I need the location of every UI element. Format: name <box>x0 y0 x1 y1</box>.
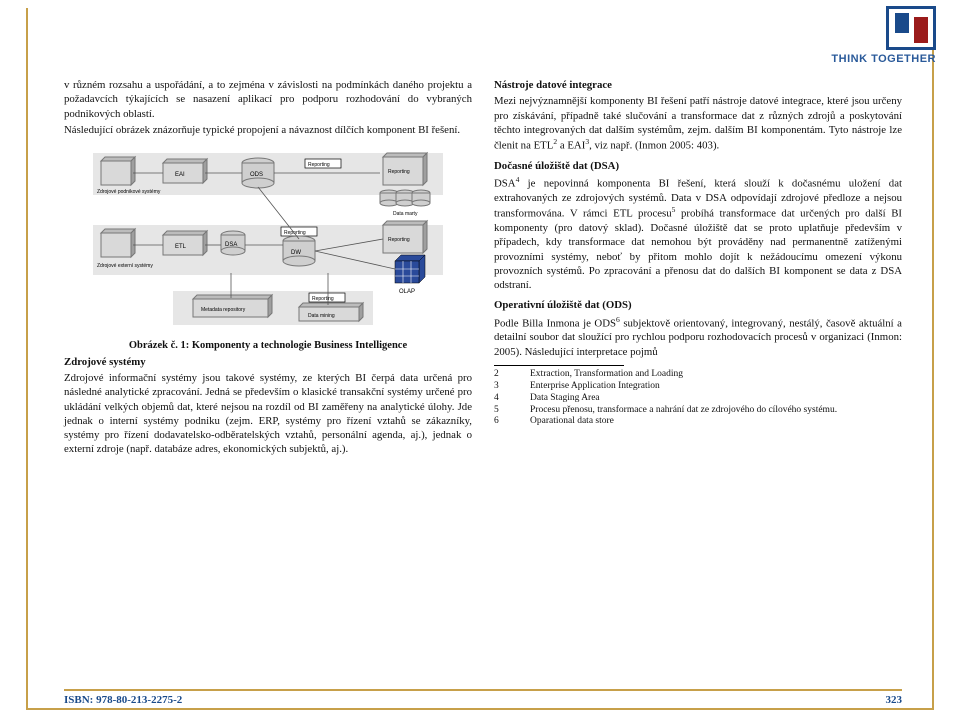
footnotes: 2Extraction, Transformation and Loading … <box>494 369 902 428</box>
olap-cube <box>395 255 425 283</box>
label-src-ext: Zdrojové externí systémy <box>97 263 153 269</box>
label-etl: ETL <box>175 244 187 250</box>
source-external-icon <box>101 229 135 257</box>
paragraph-dsa: DSA4 je nepovinná komponenta BI řešení, … <box>494 175 902 292</box>
page-footer: ISBN: 978-80-213-2275-2 323 <box>64 689 902 706</box>
paragraph-integrace: Mezi nejvýznamnější komponenty BI řešení… <box>494 94 902 153</box>
paragraph-ods: Podle Billa Inmona je ODS6 subjektově or… <box>494 315 902 359</box>
intro-paragraph-2: Následující obrázek znázorňuje typické p… <box>64 123 472 137</box>
label-mining: Data mining <box>308 313 335 319</box>
heading-dsa: Dočasné úložiště dat (DSA) <box>494 159 902 173</box>
left-column: v různém rozsahu a uspořádání, a to zejm… <box>64 78 472 660</box>
figure-caption: Obrázek č. 1: Komponenty a technologie B… <box>64 339 472 353</box>
heading-ods: Operativní úložiště dat (ODS) <box>494 298 902 312</box>
label-src-int: Zdrojové podnikové systémy <box>97 189 161 195</box>
source-internal-icon <box>101 157 135 185</box>
logo-mark <box>886 6 936 50</box>
label-eai: EAI <box>175 172 185 178</box>
paragraph-zdrojove: Zdrojové informační systémy jsou takové … <box>64 371 472 457</box>
content-columns: v různém rozsahu a uspořádání, a to zejm… <box>64 78 902 660</box>
heading-integrace: Nástroje datové integrace <box>494 78 902 92</box>
eai-box <box>163 159 207 183</box>
label-dm: Data marty <box>393 211 418 217</box>
label-dw: DW <box>291 250 301 256</box>
data-marts <box>380 190 430 206</box>
bi-components-diagram: Zdrojové podnikové systémy EAI ODS <box>83 143 453 333</box>
label-report-b: Reporting <box>312 296 334 302</box>
label-report-r2: Reporting <box>388 237 410 243</box>
label-ods: ODS <box>250 172 263 178</box>
right-column: Nástroje datové integrace Mezi nejvýznam… <box>494 78 902 660</box>
heading-zdrojove: Zdrojové systémy <box>64 355 472 369</box>
label-report-top: Reporting <box>308 162 330 168</box>
label-dsa: DSA <box>225 242 237 248</box>
logo-text: THINK TOGETHER <box>831 53 936 65</box>
label-report-mid: Reporting <box>284 230 306 236</box>
label-meta: Metadata repository <box>201 307 246 313</box>
isbn-label: ISBN: 978-80-213-2275-2 <box>64 694 182 706</box>
label-report-r1: Reporting <box>388 169 410 175</box>
footnote-rule <box>494 365 624 366</box>
label-olap: OLAP <box>399 289 415 295</box>
intro-paragraph-1: v různém rozsahu a uspořádání, a to zejm… <box>64 78 472 121</box>
etl-box <box>163 231 207 255</box>
metadata-box <box>193 295 272 317</box>
brand-logo: THINK TOGETHER <box>831 6 936 65</box>
page-number: 323 <box>886 694 903 706</box>
